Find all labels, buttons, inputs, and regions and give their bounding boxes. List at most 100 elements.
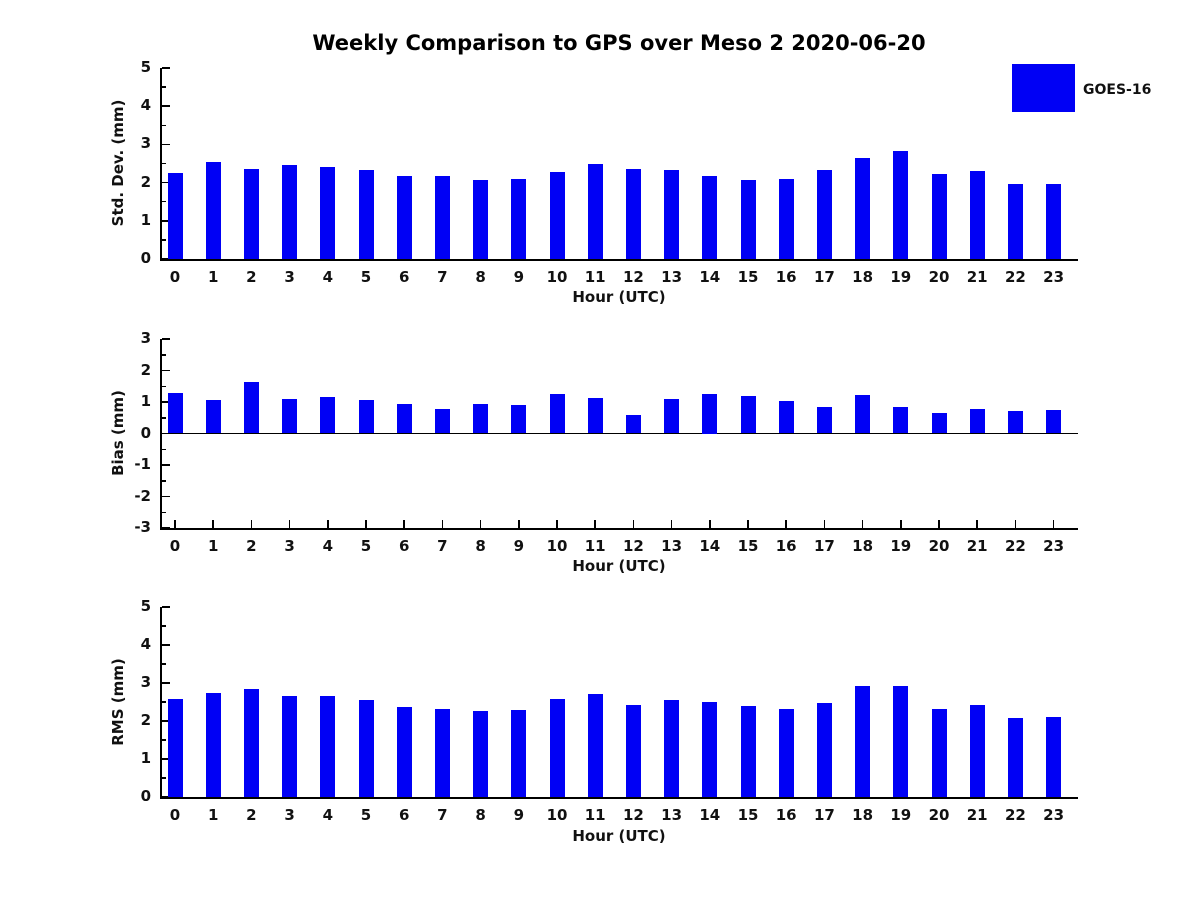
bar bbox=[1007, 410, 1023, 434]
bar bbox=[778, 709, 794, 797]
bar bbox=[282, 165, 298, 259]
x-tick-label: 12 bbox=[622, 806, 644, 824]
y-tick-label: 2 bbox=[140, 360, 151, 379]
x-tick-label: 16 bbox=[775, 537, 797, 555]
bar bbox=[816, 703, 832, 797]
bar bbox=[664, 399, 680, 434]
x-tick-label: 10 bbox=[546, 268, 568, 286]
y-tick-label: 1 bbox=[140, 210, 151, 229]
x-tick-label: 1 bbox=[207, 806, 219, 824]
bar bbox=[434, 176, 450, 259]
y-major-tick bbox=[161, 181, 170, 184]
x-tick-label: 22 bbox=[1004, 268, 1026, 286]
x-tick-label: 14 bbox=[699, 806, 721, 824]
y-minor-tick bbox=[161, 625, 166, 627]
x-tick-label: 11 bbox=[584, 537, 606, 555]
x-tick-label: 7 bbox=[437, 806, 448, 824]
y-tick-label: 2 bbox=[140, 172, 151, 191]
y-tick-label: 3 bbox=[140, 134, 151, 153]
bar bbox=[1046, 410, 1062, 434]
x-tick-label: 19 bbox=[890, 806, 912, 824]
x-tick-label: 6 bbox=[398, 806, 410, 824]
x-axis-label-rms: Hour (UTC) bbox=[572, 827, 666, 845]
bar bbox=[778, 401, 794, 434]
x-tick-label: 16 bbox=[775, 268, 797, 286]
x-tick-label: 9 bbox=[513, 806, 525, 824]
x-tick-label: 17 bbox=[813, 806, 835, 824]
x-tick-label: 17 bbox=[813, 268, 835, 286]
bar bbox=[931, 709, 947, 797]
x-tick-label: 20 bbox=[928, 268, 950, 286]
x-tick-label: 0 bbox=[169, 806, 181, 824]
y-major-tick bbox=[161, 758, 170, 760]
bar bbox=[855, 394, 871, 434]
bar bbox=[205, 692, 221, 797]
x-axis-label-stddev: Hour (UTC) bbox=[572, 288, 666, 306]
x-axis-label-bias: Hour (UTC) bbox=[572, 557, 666, 575]
bar bbox=[702, 175, 718, 259]
x-tick-label: 19 bbox=[890, 268, 912, 286]
x-tick-label: 23 bbox=[1043, 806, 1065, 824]
x-tick bbox=[327, 520, 329, 528]
x-tick-label: 7 bbox=[437, 268, 448, 286]
x-tick-label: 12 bbox=[622, 537, 644, 555]
bar bbox=[282, 695, 298, 797]
x-tick bbox=[1052, 520, 1055, 528]
y-major-tick bbox=[161, 258, 170, 260]
x-tick bbox=[709, 520, 711, 528]
bar bbox=[1007, 717, 1023, 797]
bar bbox=[931, 173, 947, 259]
y-axis-spine bbox=[160, 607, 162, 799]
x-tick-label: 7 bbox=[437, 537, 448, 555]
x-tick-label: 4 bbox=[322, 268, 334, 286]
bar bbox=[855, 158, 871, 259]
x-tick-label: 10 bbox=[546, 806, 568, 824]
bar bbox=[358, 169, 374, 259]
x-tick-label: 21 bbox=[966, 806, 988, 824]
bar bbox=[320, 695, 336, 797]
bar bbox=[664, 700, 680, 797]
bar bbox=[893, 685, 909, 797]
bar bbox=[549, 394, 565, 434]
y-tick-label: 1 bbox=[140, 392, 151, 410]
x-tick-label: 3 bbox=[284, 806, 295, 824]
y-tick-label: -2 bbox=[134, 486, 151, 505]
x-tick bbox=[594, 520, 596, 528]
bar bbox=[473, 711, 489, 797]
y-major-tick bbox=[161, 606, 170, 608]
x-tick bbox=[976, 520, 978, 528]
x-axis-spine bbox=[160, 797, 1078, 799]
x-tick-label: 3 bbox=[284, 537, 295, 555]
x-tick bbox=[365, 520, 367, 528]
x-axis-spine bbox=[160, 528, 1078, 530]
y-major-tick bbox=[161, 464, 170, 466]
bar bbox=[205, 162, 221, 259]
bar bbox=[243, 169, 259, 259]
bar bbox=[969, 171, 985, 259]
x-tick bbox=[632, 520, 635, 528]
bar bbox=[587, 164, 603, 259]
x-tick-label: 11 bbox=[584, 806, 606, 824]
y-minor-tick bbox=[161, 448, 166, 450]
bar bbox=[167, 173, 183, 259]
x-tick-label: 14 bbox=[699, 537, 721, 555]
y-minor-tick bbox=[161, 239, 166, 241]
x-tick-label: 18 bbox=[852, 806, 874, 824]
bar bbox=[625, 415, 641, 434]
figure-title: Weekly Comparison to GPS over Meso 2 202… bbox=[312, 31, 926, 55]
x-tick-label: 23 bbox=[1043, 537, 1065, 555]
x-tick-label: 15 bbox=[737, 537, 759, 555]
x-tick bbox=[823, 520, 826, 528]
x-tick bbox=[1014, 520, 1017, 528]
x-tick-label: 0 bbox=[169, 268, 181, 286]
x-tick bbox=[900, 520, 902, 528]
y-major-tick bbox=[161, 644, 170, 646]
x-tick-label: 16 bbox=[775, 806, 797, 824]
bar bbox=[243, 688, 259, 797]
y-major-tick bbox=[161, 401, 170, 403]
x-tick bbox=[441, 520, 444, 528]
legend-label-goes16: GOES-16 bbox=[1083, 82, 1152, 98]
bar bbox=[740, 396, 756, 434]
x-tick-label: 3 bbox=[284, 268, 295, 286]
